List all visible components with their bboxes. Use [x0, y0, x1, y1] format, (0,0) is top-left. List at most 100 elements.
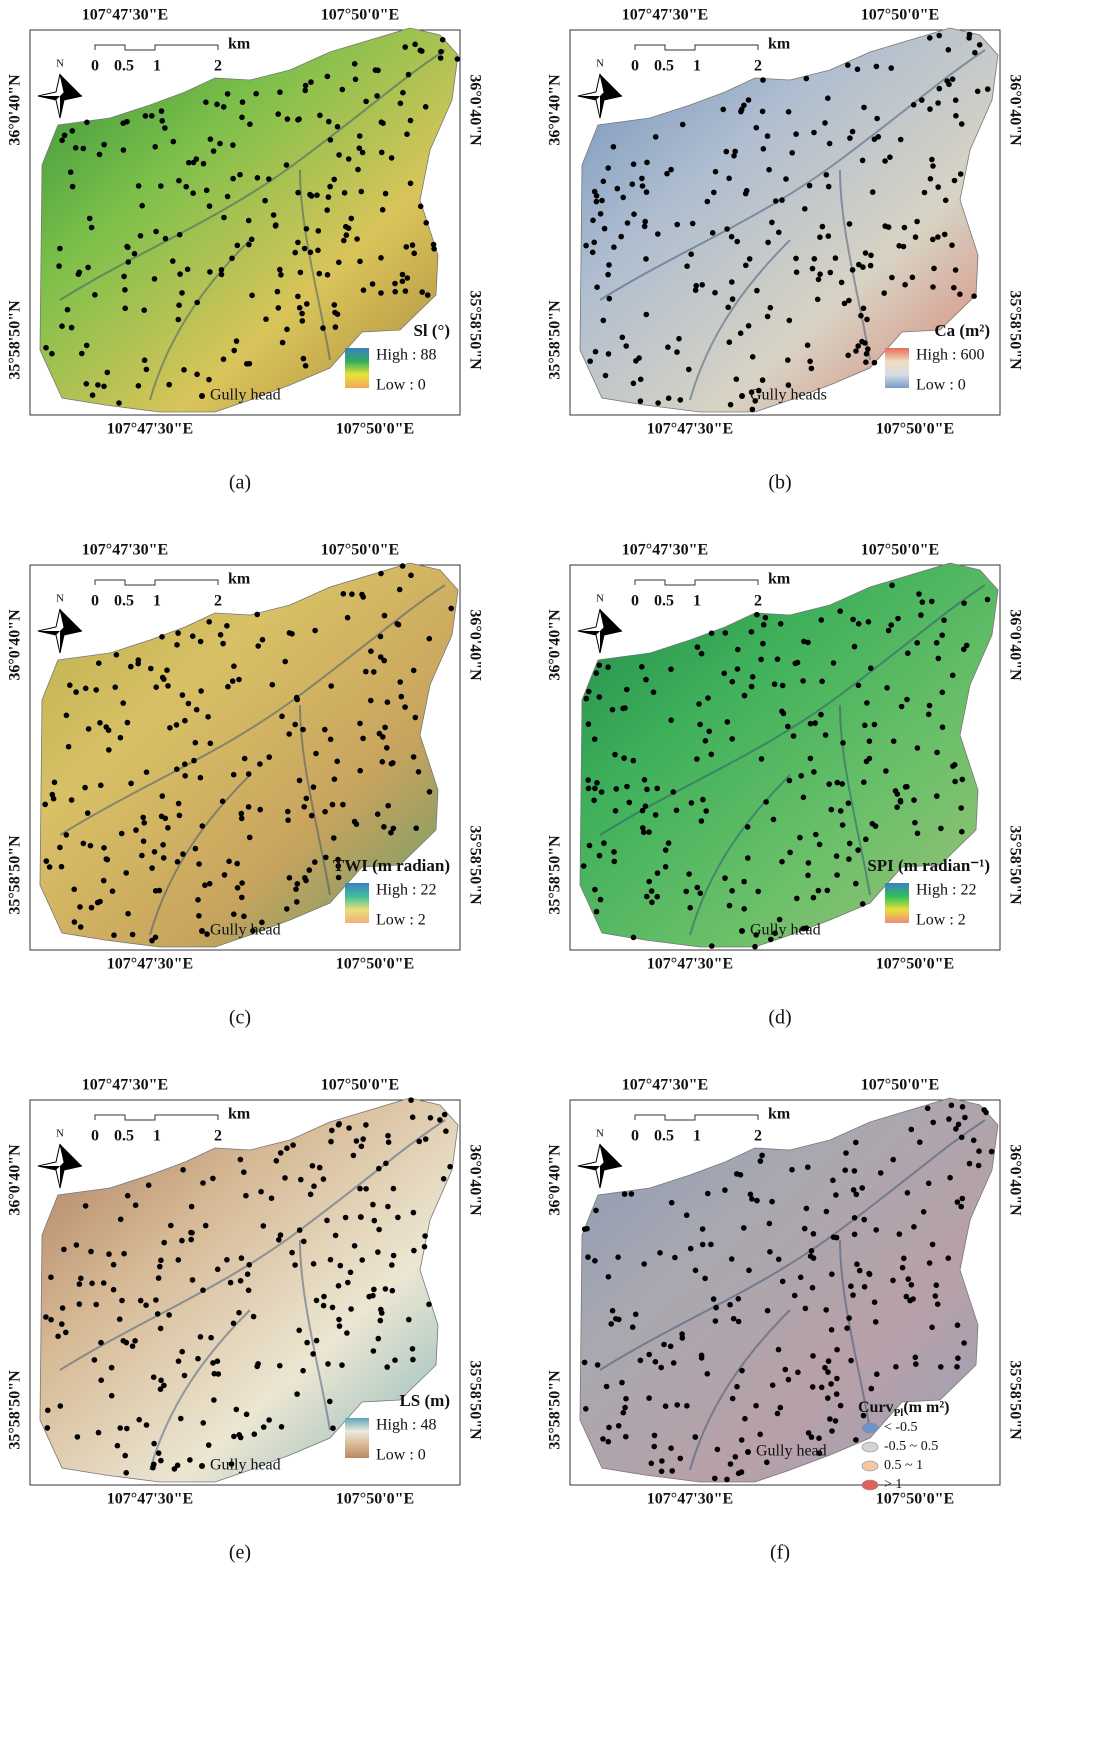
- gully-head: [207, 203, 213, 209]
- gully-head: [357, 1186, 363, 1192]
- gully-head: [917, 1139, 923, 1145]
- gully-head: [321, 1294, 327, 1300]
- gully-head: [804, 76, 810, 82]
- gully-head: [861, 1217, 867, 1223]
- gully-head: [276, 305, 282, 311]
- gully-head: [230, 678, 236, 684]
- gully-head: [872, 722, 878, 728]
- gully-head: [198, 688, 204, 694]
- gully-head: [811, 769, 817, 775]
- gully-head: [817, 234, 823, 240]
- gully-head: [775, 656, 781, 662]
- gully-head: [758, 657, 764, 663]
- gully-head: [739, 1368, 745, 1374]
- gully-head: [953, 1126, 959, 1132]
- gully-head: [182, 761, 188, 767]
- gully-head: [303, 363, 309, 369]
- gully-head: [239, 1255, 245, 1261]
- gully-head: [106, 1251, 112, 1257]
- top-coordinate: 107°50'0"E: [861, 1077, 939, 1094]
- gully-head: [165, 825, 171, 831]
- gully-head: [177, 813, 183, 819]
- gully-legend-dot: [739, 928, 745, 934]
- gully-head: [786, 1377, 792, 1383]
- gully-head: [763, 799, 769, 805]
- scale-unit: km: [228, 571, 251, 588]
- scale-unit: km: [768, 36, 791, 53]
- gully-legend-label: Gully head: [210, 1457, 281, 1474]
- gully-head: [946, 1255, 952, 1261]
- legend-high: High : 88: [376, 347, 436, 364]
- gully-head: [423, 1136, 429, 1142]
- legend-low: Low : 0: [916, 377, 966, 394]
- gully-head: [582, 1360, 588, 1366]
- gully-head: [252, 1431, 258, 1437]
- gully-head: [971, 1138, 977, 1144]
- gully-head: [809, 366, 815, 372]
- gully-head: [683, 889, 689, 895]
- north-label: N: [56, 593, 64, 605]
- gully-head: [720, 107, 726, 113]
- gully-head: [870, 189, 876, 195]
- gully-head: [855, 343, 861, 349]
- gully-head: [404, 244, 410, 250]
- gully-head: [97, 152, 103, 158]
- right-coordinate: 36°0'40"N: [466, 1144, 483, 1216]
- gully-head: [324, 1218, 330, 1224]
- gully-head: [815, 297, 821, 303]
- gully-head: [368, 648, 374, 654]
- gully-head: [163, 816, 169, 822]
- gully-head: [653, 812, 659, 818]
- gully-head: [310, 1351, 316, 1357]
- gully-head: [881, 290, 887, 296]
- legend-label: -0.5 ~ 0.5: [884, 1439, 938, 1454]
- gully-head: [335, 124, 341, 130]
- gully-head: [825, 888, 831, 894]
- gully-head: [765, 133, 771, 139]
- scale-label: 2: [754, 593, 762, 610]
- gully-head: [282, 1175, 288, 1181]
- gully-head: [611, 244, 617, 250]
- gully-head: [149, 113, 155, 119]
- gully-head: [831, 660, 837, 666]
- gully-head: [136, 1417, 142, 1423]
- gully-head: [938, 826, 944, 832]
- gully-head: [285, 116, 291, 122]
- gully-head: [370, 1202, 376, 1208]
- gully-head: [858, 313, 864, 319]
- gully-head: [860, 901, 866, 907]
- gully-head: [644, 894, 650, 900]
- gully-head: [42, 802, 48, 808]
- gully-head: [826, 184, 832, 190]
- gully-head: [72, 919, 78, 925]
- gully-head: [615, 186, 621, 192]
- gully-head: [928, 176, 934, 182]
- legend-title: SPI (m radian⁻¹): [867, 856, 990, 875]
- gully-head: [825, 1395, 831, 1401]
- gully-head: [178, 1416, 184, 1422]
- gully-head: [156, 1450, 162, 1456]
- gully-head: [219, 267, 225, 273]
- gully-head: [811, 895, 817, 901]
- gully-head: [231, 663, 237, 669]
- gully-head: [410, 1114, 416, 1120]
- gully-head: [680, 122, 686, 128]
- gully-head: [910, 1296, 916, 1302]
- gully-head: [212, 1371, 218, 1377]
- gully-head: [823, 1307, 829, 1313]
- gully-head: [853, 348, 859, 354]
- gully-head: [92, 292, 98, 298]
- gully-head: [121, 147, 127, 153]
- gully-head: [200, 1420, 206, 1426]
- gully-head: [326, 194, 332, 200]
- gully-head: [934, 640, 940, 646]
- gully-head: [621, 1410, 627, 1416]
- gully-head: [722, 1187, 728, 1193]
- gully-head: [334, 759, 340, 765]
- gully-head: [876, 134, 882, 140]
- gully-head: [801, 795, 807, 801]
- gully-head: [902, 225, 908, 231]
- gully-head: [150, 1465, 156, 1471]
- legend-title: Ca (m²): [934, 321, 990, 340]
